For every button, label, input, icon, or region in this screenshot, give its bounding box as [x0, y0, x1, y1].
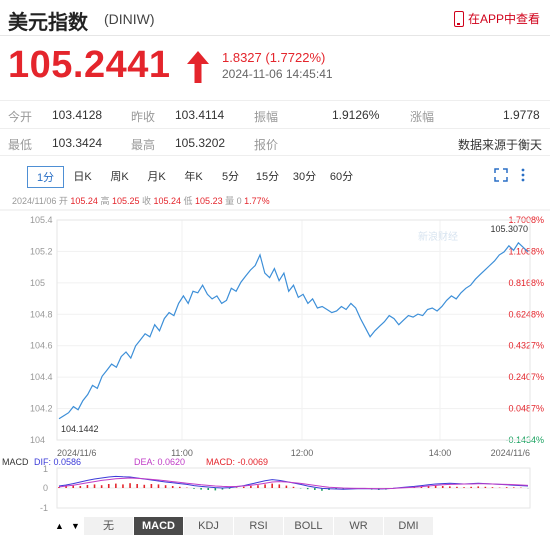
y-tick-label: 104.2: [30, 404, 53, 414]
indicator-tab[interactable]: DMI: [384, 517, 434, 535]
macd-value-label: MACD: -0.0069: [206, 457, 268, 467]
indicator-tab[interactable]: RSI: [234, 517, 284, 535]
stat-value: 103.3424: [52, 136, 103, 150]
period-tabs: 1分 日K 周K 月K 年K 5分 15分 30分 60分: [27, 166, 360, 188]
stat-label: 今开: [8, 110, 33, 124]
ohlc-info-part: 105.24: [154, 196, 182, 206]
tab-period[interactable]: 15分: [255, 171, 280, 183]
stat-label: 报价: [254, 138, 279, 152]
page-title: 美元指数: [8, 12, 88, 34]
tab-period[interactable]: 周K: [110, 171, 129, 183]
dea-line: [58, 477, 529, 490]
tab-period[interactable]: 日K: [73, 171, 92, 183]
tab-period[interactable]: 5分: [221, 171, 240, 183]
phone-icon: [453, 10, 464, 27]
x-tick-label: 14:00: [429, 448, 452, 458]
stat-label: 昨收: [131, 110, 156, 124]
ohlc-info-part: 量: [223, 196, 237, 206]
indicator-tab[interactable]: WR: [334, 517, 384, 535]
y-tick-label: 105.4: [30, 215, 53, 225]
more-options-icon[interactable]: [520, 168, 526, 182]
stat-label: 振幅: [254, 110, 279, 124]
data-source-note: 数据来源于衡天: [458, 138, 543, 152]
ohlc-info-line: 2024/11/06 开 105.24 高 105.25 收 105.24 低 …: [12, 195, 270, 206]
last-price: 105.2441: [8, 44, 171, 86]
indicator-bar: ▲ ▼ 无 MACD KDJ RSI BOLL WR DMI: [52, 517, 434, 535]
stat-value: 1.9778: [503, 108, 540, 122]
stats-table: 今开 103.4128 昨收 103.4114 振幅 1.9126% 涨幅 1.…: [0, 100, 550, 156]
max-price-label: 105.3070: [490, 224, 528, 234]
stat-label: 最高: [131, 138, 156, 152]
quote-timestamp: 2024-11-06 14:45:41: [222, 67, 333, 81]
fullscreen-icon[interactable]: [494, 168, 508, 182]
chart-tools: [494, 168, 526, 182]
header: 美元指数 (DINIW) 在APP中查看: [0, 0, 550, 36]
ohlc-info-part: 2024/11/06: [12, 196, 56, 206]
macd-y-tick: -1: [40, 503, 48, 512]
stats-row: 今开 103.4128 昨收 103.4114 振幅 1.9126% 涨幅 1.…: [0, 100, 550, 128]
tab-period[interactable]: 30分: [292, 171, 317, 183]
watermark: 新浪财经: [418, 230, 458, 243]
macd-y-tick: 0: [43, 483, 48, 493]
ohlc-info-part: 开: [56, 196, 70, 206]
stat-value: 1.9126%: [332, 108, 380, 122]
y-tick-label-right: 0.2407%: [508, 372, 544, 382]
ohlc-info-part: 收: [139, 195, 153, 206]
y-tick-label: 105: [30, 278, 45, 288]
stat-value: 105.3202: [175, 136, 226, 150]
up-arrow-icon: [187, 51, 209, 83]
stat-label: 最低: [8, 138, 33, 152]
scroll-up-button[interactable]: ▲: [52, 517, 68, 535]
x-tick-label: 2024/11/6: [57, 448, 96, 458]
chart-area[interactable]: 2024/11/06 开 105.24 高 105.25 收 105.24 低 …: [0, 190, 550, 513]
x-tick-label: 2024/11/6: [491, 448, 530, 458]
indicator-tab[interactable]: MACD: [134, 517, 184, 535]
ohlc-info-part: 105.24: [70, 196, 98, 206]
tab-period[interactable]: 月K: [147, 171, 166, 183]
y-tick-label: 104.8: [30, 309, 53, 319]
min-price-label: 104.1442: [61, 424, 99, 434]
intraday-chart[interactable]: 2024/11/06 开 105.24 高 105.25 收 105.24 低 …: [0, 190, 550, 513]
symbol-code: (DINIW): [104, 11, 155, 27]
x-tick-label: 12:00: [291, 448, 314, 458]
dif-label: DIF: 0.0586: [34, 457, 81, 467]
ohlc-info-part: 1.77%: [242, 196, 270, 206]
plot-frame: [56, 219, 531, 441]
y-tick-label-right: 0.6248%: [508, 309, 544, 319]
stat-label: 涨幅: [410, 110, 435, 124]
y-tick-label-right: 1.1088%: [508, 246, 544, 256]
ohlc-info-part: 高: [98, 195, 112, 206]
ohlc-info-part: 105.23: [195, 196, 223, 206]
y-tick-label: 104.6: [30, 341, 53, 351]
price-line: [58, 241, 529, 420]
y-tick-label: 105.2: [30, 246, 53, 256]
tab-period[interactable]: 60分: [329, 171, 354, 183]
tab-period[interactable]: 1分: [27, 166, 64, 188]
dea-label: DEA: 0.0620: [134, 457, 185, 467]
indicator-tab[interactable]: 无: [84, 517, 134, 535]
ohlc-info-part: 105.25: [112, 196, 140, 206]
scroll-down-button[interactable]: ▼: [68, 517, 84, 535]
open-in-app-label: 在APP中查看: [467, 12, 540, 26]
indicator-tab[interactable]: BOLL: [284, 517, 334, 535]
stats-row: 最低 103.3424 最高 105.3202 报价 数据来源于衡天: [0, 128, 550, 156]
y-tick-label-right: 0.0487%: [508, 404, 544, 414]
open-in-app-link[interactable]: 在APP中查看: [453, 10, 540, 27]
stat-value: 103.4128: [52, 108, 103, 122]
x-tick-label: 11:00: [171, 448, 193, 458]
macd-y-tick: 1: [43, 464, 48, 474]
y-tick-label: 104.4: [30, 372, 53, 382]
y-tick-label: 104: [30, 435, 45, 445]
stat-value: 103.4114: [175, 108, 225, 122]
y-tick-label-right: 0.4327%: [508, 341, 544, 351]
ohlc-info-part: 低: [181, 195, 195, 206]
indicator-tab[interactable]: KDJ: [184, 517, 234, 535]
tab-period[interactable]: 年K: [184, 171, 203, 183]
ohlc-info-part: 0: [237, 196, 242, 206]
macd-label: MACD: [2, 457, 29, 467]
y-tick-label-right: 0.8168%: [508, 278, 544, 288]
price-change: 1.8327 (1.7722%): [222, 50, 326, 65]
